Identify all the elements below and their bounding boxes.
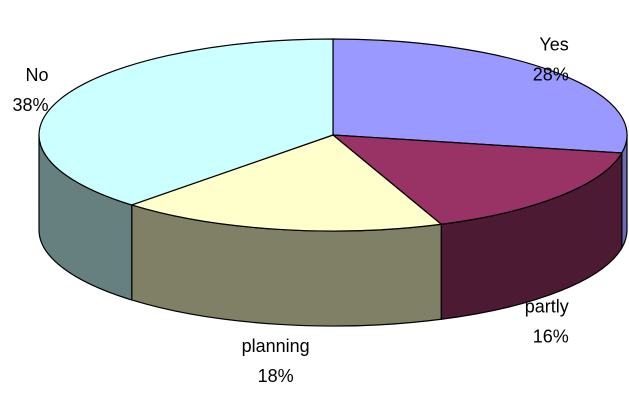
percent-planning: 18%	[258, 366, 294, 386]
percent-yes: 28%	[533, 64, 569, 84]
pie-slice-no	[38, 38, 334, 206]
pie-slice-yes	[332, 38, 628, 154]
percent-partly: 16%	[533, 327, 569, 347]
pie-slices	[38, 38, 628, 232]
label-planning: planning	[242, 336, 310, 356]
pie-sides	[38, 134, 628, 327]
percent-no: 38%	[12, 95, 48, 115]
pie-labels: Yes 28% partly 16% planning 18% No 38%	[12, 34, 568, 386]
label-yes: Yes	[539, 34, 568, 54]
pie-slice-partly	[332, 134, 623, 225]
label-partly: partly	[525, 297, 569, 317]
label-no: No	[25, 65, 48, 85]
pie-slice-planning	[131, 134, 442, 232]
